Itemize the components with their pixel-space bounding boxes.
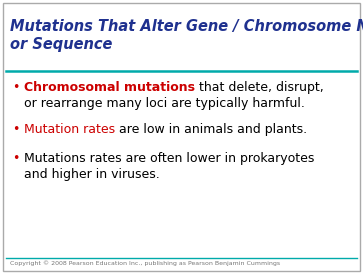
Text: Copyright © 2008 Pearson Education Inc., publishing as Pearson Benjamin Cummings: Copyright © 2008 Pearson Education Inc.,…	[10, 260, 280, 266]
Text: Mutations That Alter Gene / Chromosome Number
or Sequence: Mutations That Alter Gene / Chromosome N…	[10, 19, 363, 52]
Text: and higher in viruses.: and higher in viruses.	[24, 168, 160, 181]
Text: Mutations rates are often lower in prokaryotes: Mutations rates are often lower in proka…	[24, 152, 314, 165]
Text: •: •	[12, 81, 19, 94]
FancyBboxPatch shape	[3, 3, 360, 271]
Text: or rearrange many loci are typically harmful.: or rearrange many loci are typically har…	[24, 97, 305, 110]
Text: that delete, disrupt,: that delete, disrupt,	[195, 81, 324, 94]
Text: •: •	[12, 152, 19, 165]
Text: Chromosomal mutations: Chromosomal mutations	[24, 81, 195, 94]
Text: are low in animals and plants.: are low in animals and plants.	[115, 123, 307, 136]
Text: •: •	[12, 123, 19, 136]
Text: Mutation rates: Mutation rates	[24, 123, 115, 136]
